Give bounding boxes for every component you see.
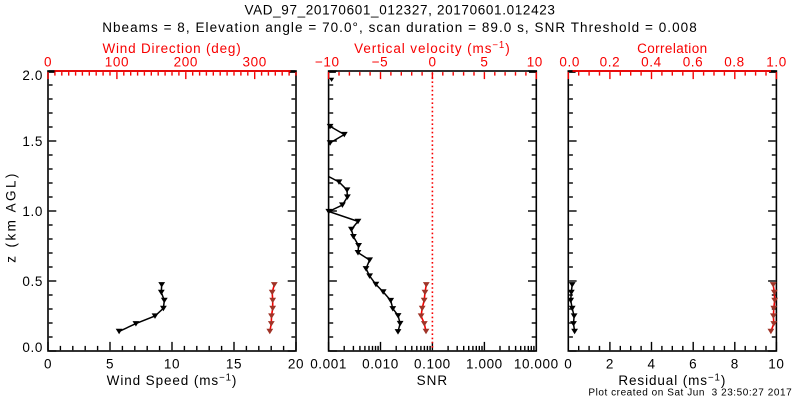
svg-text:4: 4 (647, 357, 655, 372)
svg-text:20: 20 (288, 357, 304, 372)
svg-text:0: 0 (44, 357, 52, 372)
svg-text:1.5: 1.5 (22, 134, 43, 149)
svg-text:1.000: 1.000 (466, 357, 503, 372)
svg-text:0.6: 0.6 (683, 54, 704, 69)
svg-text:Residual (ms−1): Residual (ms−1) (618, 372, 726, 388)
svg-text:5: 5 (106, 357, 114, 372)
svg-text:0.0: 0.0 (559, 54, 580, 69)
svg-text:Wind Speed (ms−1): Wind Speed (ms−1) (107, 372, 238, 388)
svg-text:2: 2 (606, 357, 614, 372)
svg-text:10: 10 (768, 357, 784, 372)
svg-text:5: 5 (480, 54, 488, 69)
svg-text:z (km AGL): z (km AGL) (4, 171, 19, 263)
svg-text:0.8: 0.8 (724, 54, 745, 69)
svg-text:200: 200 (174, 54, 198, 69)
svg-text:8: 8 (731, 357, 739, 372)
svg-text:1.0: 1.0 (766, 54, 787, 69)
svg-text:0.5: 0.5 (22, 274, 43, 289)
svg-text:Nbeams = 8, Elevation angle =: Nbeams = 8, Elevation angle = 70.0°, sca… (102, 20, 698, 35)
svg-text:Vertical velocity (ms−1): Vertical velocity (ms−1) (354, 40, 510, 56)
svg-text:0: 0 (44, 54, 52, 69)
svg-text:10: 10 (164, 357, 180, 372)
svg-text:Wind Direction (deg): Wind Direction (deg) (102, 41, 241, 56)
svg-text:0.001: 0.001 (310, 357, 347, 372)
svg-text:300: 300 (243, 54, 267, 69)
svg-text:SNR: SNR (417, 373, 449, 388)
svg-text:−5: −5 (372, 54, 389, 69)
svg-text:0: 0 (564, 357, 572, 372)
svg-text:Correlation: Correlation (637, 41, 707, 56)
svg-text:Plot created on Sat Jun 3 23:: Plot created on Sat Jun 3 23:50:27 2017 (588, 388, 792, 399)
svg-text:0.100: 0.100 (414, 357, 451, 372)
svg-text:15: 15 (226, 357, 242, 372)
svg-text:0.2: 0.2 (600, 54, 621, 69)
svg-text:−10: −10 (315, 54, 340, 69)
svg-text:2.0: 2.0 (22, 68, 43, 83)
svg-text:6: 6 (689, 357, 697, 372)
svg-text:1.0: 1.0 (22, 204, 43, 219)
svg-text:10: 10 (527, 54, 543, 69)
svg-text:10.000: 10.000 (514, 357, 559, 372)
svg-text:0: 0 (428, 54, 436, 69)
svg-text:100: 100 (105, 54, 129, 69)
svg-text:0.0: 0.0 (22, 340, 43, 355)
svg-text:0.010: 0.010 (362, 357, 399, 372)
svg-text:VAD_97_20170601_012327, 201706: VAD_97_20170601_012327, 20170601.012423 (244, 3, 555, 18)
svg-text:0.4: 0.4 (641, 54, 662, 69)
